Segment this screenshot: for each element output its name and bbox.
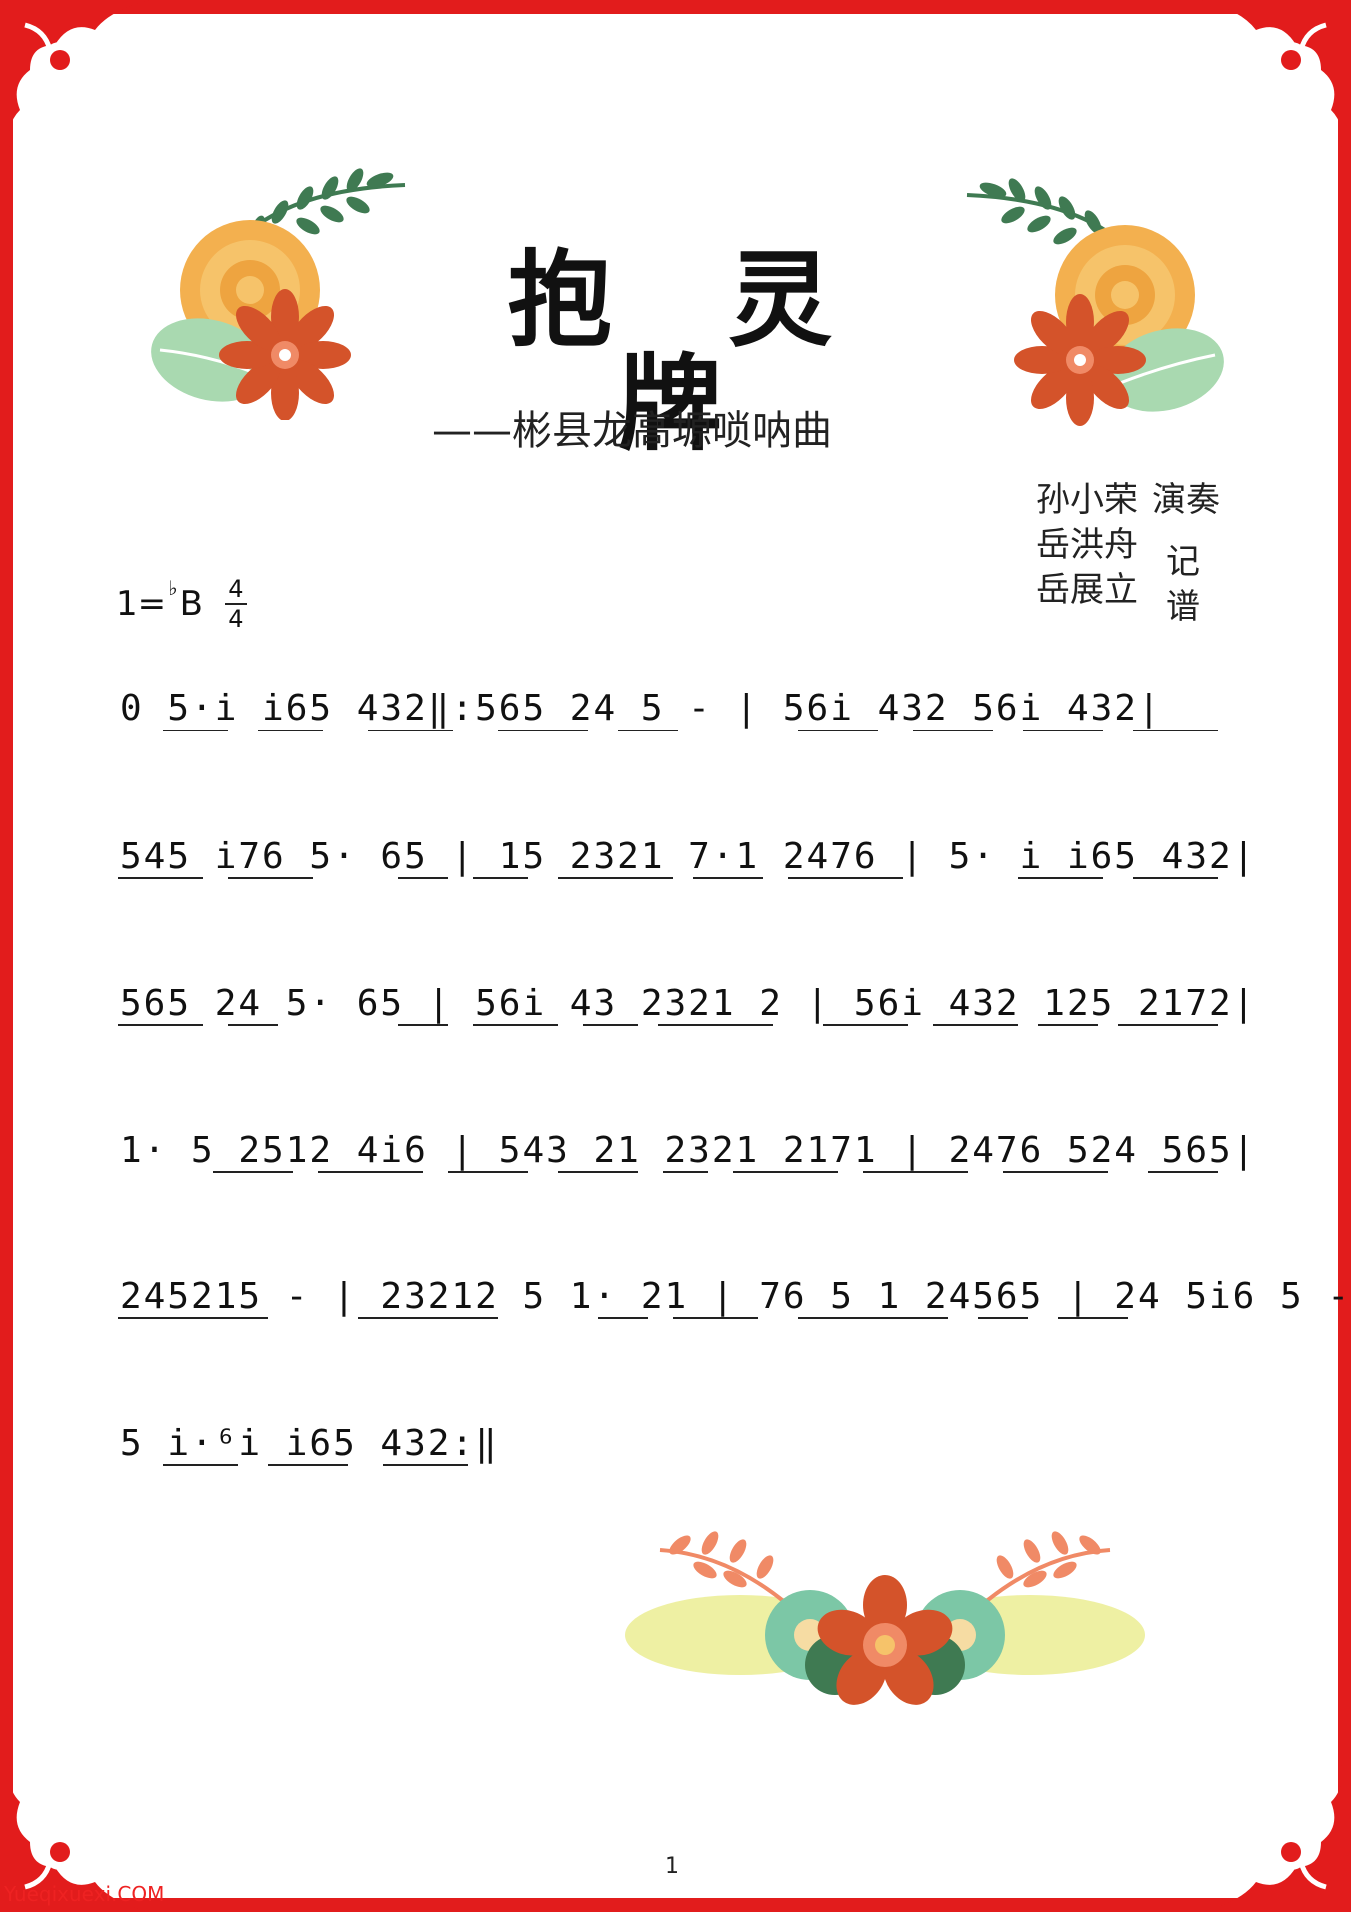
score-line: 1· 5 2512 4i̇6 | 543 21 2321 2171 | 2476… [120, 1130, 1257, 1171]
transcriber-name-1: 岳洪舟 [1036, 525, 1138, 565]
transcriber-name-2: 岳展立 [1036, 570, 1138, 610]
floral-decoration-left [151, 168, 406, 420]
beam-underlines [118, 730, 1218, 1466]
time-sig-top: 4 [228, 575, 244, 603]
key-prefix: 1= [116, 584, 167, 624]
score-line: 0 5·i̇ i̇65 432‖:565 24 5 - | 56i̇ 432 5… [120, 688, 1162, 729]
watermark-text: Yueqixuexi.COM [4, 1882, 165, 1906]
corner-ornament-top-left [0, 0, 150, 150]
score-line: 565 24 5· 65 | 56i̇ 43 2321 2 | 56i̇ 432… [120, 983, 1257, 1024]
score-line: 245215 - | 23212 5 1· 21 | 76 5 1 24565 … [120, 1276, 1351, 1317]
transcriber-role: 记谱 [1166, 542, 1200, 627]
key-signature: 1= ♭ B 4 4 [116, 576, 247, 632]
corner-ornament-bottom-left [0, 1762, 150, 1912]
floral-decoration-right [966, 178, 1224, 426]
score-line: 5 i̇·⁶i̇ i̇65 432:‖ [120, 1423, 499, 1464]
time-signature: 4 4 [224, 575, 247, 633]
floral-decoration-bottom [625, 1531, 1145, 1705]
corner-ornament-top-right [1201, 0, 1351, 150]
performer-name: 孙小荣 [1036, 480, 1138, 520]
page-title: 抱 灵 牌 [507, 239, 873, 465]
corner-ornament-bottom-right [1201, 1762, 1351, 1912]
score-line: 545 i̇76 5· 65 | 15 2321 7·1 2476 | 5· i… [120, 836, 1257, 877]
time-sig-bottom: 4 [228, 605, 244, 633]
flat-sign: ♭ [168, 576, 178, 600]
key-note: B [179, 584, 203, 624]
page-subtitle: ——彬县龙高塬唢呐曲 [432, 408, 832, 454]
performer-role: 演奏 [1152, 480, 1220, 520]
credits-block: 孙小荣 演奏 岳洪舟 岳展立 记谱 [1036, 478, 1220, 627]
page-number: 1 [665, 1854, 679, 1879]
